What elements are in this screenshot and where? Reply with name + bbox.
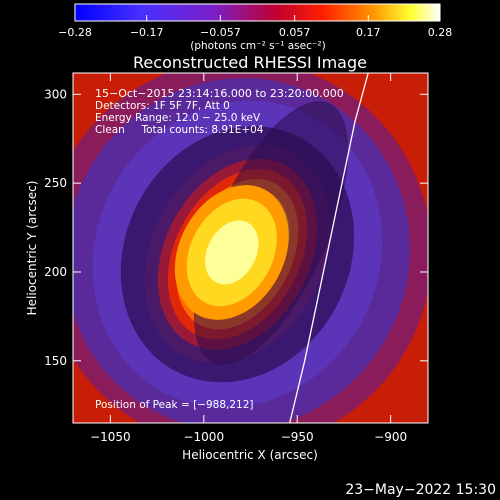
x-tick-label: −950 xyxy=(281,430,314,444)
x-tick-label: −900 xyxy=(374,430,407,444)
colorbar-gradient xyxy=(74,3,441,22)
observation-annotations: 15−Oct−2015 23:14:16.000 to 23:20:00.000… xyxy=(95,87,344,136)
x-tick-label: −1050 xyxy=(90,430,131,444)
annotation-clean-counts: Clean Total counts: 8.91E+04 xyxy=(95,124,264,136)
colorbar-tick-label: 0.17 xyxy=(356,26,381,39)
chart-title: Reconstructed RHESSI Image xyxy=(133,53,367,72)
colorbar-tick-label: −0.17 xyxy=(130,26,164,39)
x-tick-label: −1000 xyxy=(183,430,224,444)
colorbar-tick-label: −0.28 xyxy=(58,26,92,39)
y-tick-label: 200 xyxy=(44,265,67,279)
x-axis-label: Heliocentric X (arcsec) xyxy=(182,448,318,462)
colorbar-unit-label: (photons cm⁻² s⁻¹ asec⁻²) xyxy=(190,40,325,52)
annotation-detectors: Detectors: 1F 5F 7F, Att 0 xyxy=(95,100,230,112)
axis-ticks: −1050 −1000 −950 −900 150 200 250 300 xyxy=(44,73,428,444)
annotation-energy-range: Energy Range: 12.0 − 25.0 keV xyxy=(95,112,261,124)
solar-limb-curve xyxy=(289,73,369,423)
y-axis-label: Heliocentric Y (arcsec) xyxy=(25,181,39,316)
colorbar: −0.28 −0.17 −0.057 0.057 0.17 0.28 (photons c… xyxy=(58,3,452,52)
heatmap-core xyxy=(205,220,259,285)
annotation-time-range: 15−Oct−2015 23:14:16.000 to 23:20:00.000 xyxy=(95,87,344,100)
plot-frame xyxy=(72,72,429,424)
timestamp: 23−May−2022 15:30 xyxy=(345,482,496,498)
colorbar-tick-label: 0.057 xyxy=(279,26,311,39)
y-tick-label: 250 xyxy=(44,176,67,190)
y-tick-label: 300 xyxy=(44,87,67,101)
colorbar-ticks: −0.28 −0.17 −0.057 0.057 0.17 0.28 xyxy=(58,15,452,39)
colorbar-tick-label: −0.057 xyxy=(200,26,241,39)
colorbar-tick-label: 0.28 xyxy=(428,26,453,39)
y-tick-label: 150 xyxy=(44,354,67,368)
peak-position-label: Position of Peak = [−988,212] xyxy=(95,399,254,411)
